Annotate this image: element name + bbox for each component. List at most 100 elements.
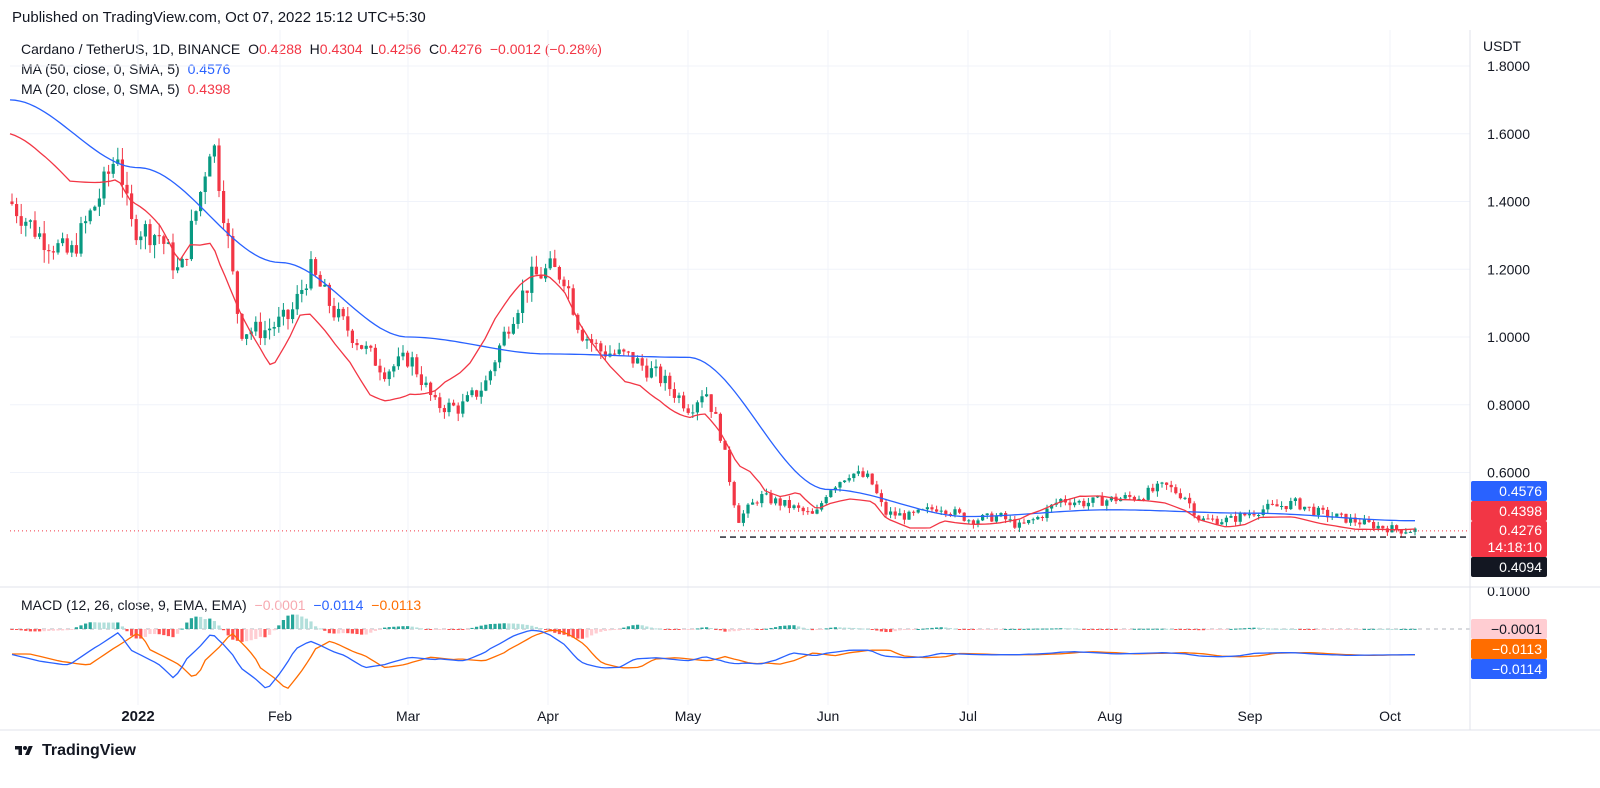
macd-line-badge: −0.0114	[1471, 659, 1547, 679]
candle	[967, 519, 971, 524]
macd-histogram-bar	[148, 629, 152, 635]
candle-body	[907, 511, 911, 520]
macd-histogram-bar	[479, 625, 483, 629]
candle	[562, 276, 566, 293]
macd-histogram-bar	[1174, 629, 1178, 630]
macd-histogram-bar	[1137, 628, 1141, 630]
candle	[350, 328, 354, 348]
time-axis-label: Oct	[1379, 708, 1401, 724]
candle-body	[1312, 506, 1316, 516]
macd-histogram-bar	[1344, 629, 1348, 630]
candle-body	[815, 509, 819, 514]
candle	[502, 326, 506, 347]
ma50-legend[interactable]: MA (50, close, 0, SMA, 5) 0.4576	[21, 61, 234, 77]
macd-histogram-bar	[130, 629, 134, 636]
candle	[507, 326, 511, 339]
macd-histogram-bar	[879, 629, 883, 632]
candle-body	[286, 309, 290, 320]
macd-histogram-bar	[318, 628, 322, 630]
macd-histogram-bar	[580, 629, 584, 639]
candle-body	[277, 316, 281, 328]
macd-histogram-bar	[820, 629, 824, 630]
macd-histogram-bar	[728, 629, 732, 632]
close-label: C	[429, 41, 440, 57]
macd-histogram-bar	[194, 616, 198, 629]
macd-histogram-bar	[737, 629, 741, 631]
candle	[254, 316, 258, 336]
candle-body	[797, 505, 801, 508]
candle-body	[15, 204, 19, 217]
macd-histogram-bar	[47, 629, 51, 631]
candle	[263, 320, 267, 346]
candle	[65, 234, 69, 255]
candle-body	[856, 471, 860, 474]
candle-body	[1220, 522, 1224, 525]
candle-body	[820, 503, 824, 510]
candle-body	[705, 394, 709, 397]
macd-histogram-bar	[1247, 627, 1251, 629]
tradingview-footer[interactable]: TradingView	[12, 742, 136, 760]
candle	[626, 350, 630, 356]
macd-histogram-bar	[1293, 628, 1297, 630]
ma20-value: 0.4398	[187, 81, 231, 97]
macd-histogram-bar	[810, 629, 814, 631]
candle-body	[1261, 509, 1265, 516]
candle-body	[530, 266, 534, 293]
ma50-value: 0.4576	[187, 61, 231, 77]
candle	[852, 473, 856, 482]
candle-body	[1096, 496, 1100, 498]
macd-histogram-bar	[373, 629, 377, 631]
close-value: 0.4276	[439, 41, 482, 57]
grid-lines	[10, 30, 1470, 705]
candle-body	[171, 242, 175, 271]
candle	[1326, 506, 1330, 523]
macd-histogram-bar	[935, 627, 939, 629]
macd-histogram-bar	[741, 629, 745, 630]
candle-body	[617, 349, 621, 354]
candle-body	[994, 516, 998, 522]
candle	[10, 193, 14, 206]
macd-histogram-bar	[640, 625, 644, 629]
candle	[1027, 519, 1031, 525]
candle	[672, 382, 676, 403]
macd-histogram-bar	[419, 628, 423, 630]
candle-body	[387, 371, 391, 380]
macd-histogram-bar	[1155, 628, 1159, 630]
candle-body	[884, 502, 888, 515]
candle-body	[93, 206, 97, 211]
candle	[245, 333, 249, 346]
candle-body	[502, 331, 506, 346]
time-axis-label: Jul	[959, 708, 977, 724]
symbol-title[interactable]: Cardano / TetherUS, 1D, BINANCE	[21, 41, 241, 57]
candle-body	[511, 323, 515, 334]
candle-body	[723, 440, 727, 450]
ma20-legend[interactable]: MA (20, close, 0, SMA, 5) 0.4398	[21, 81, 234, 97]
candle-body	[852, 473, 856, 479]
macd-histogram-bar	[1165, 628, 1169, 630]
candle	[258, 312, 262, 345]
candle-body	[783, 499, 787, 506]
price-tick-label: 0.1000	[1487, 583, 1530, 599]
macd-line	[11, 629, 1416, 689]
macd-histogram-bar	[406, 626, 410, 629]
candle-body	[488, 371, 492, 381]
candle	[861, 467, 865, 478]
candle	[1247, 509, 1251, 519]
macd-histogram-bar	[778, 626, 782, 629]
candle-body	[10, 201, 14, 205]
macd-histogram-bar	[1100, 629, 1104, 630]
candle	[272, 321, 276, 336]
candle	[695, 400, 699, 421]
candle	[162, 234, 166, 255]
macd-histogram-bar	[1399, 628, 1403, 630]
macd-histogram-bar	[42, 629, 46, 632]
candle	[194, 210, 198, 225]
candle-body	[967, 520, 971, 522]
macd-histogram-bar	[143, 629, 147, 637]
candle	[916, 509, 920, 514]
macd-histogram-bar	[622, 627, 626, 629]
macd-histogram-bar	[323, 629, 327, 631]
macd-histogram-bar	[902, 629, 906, 630]
